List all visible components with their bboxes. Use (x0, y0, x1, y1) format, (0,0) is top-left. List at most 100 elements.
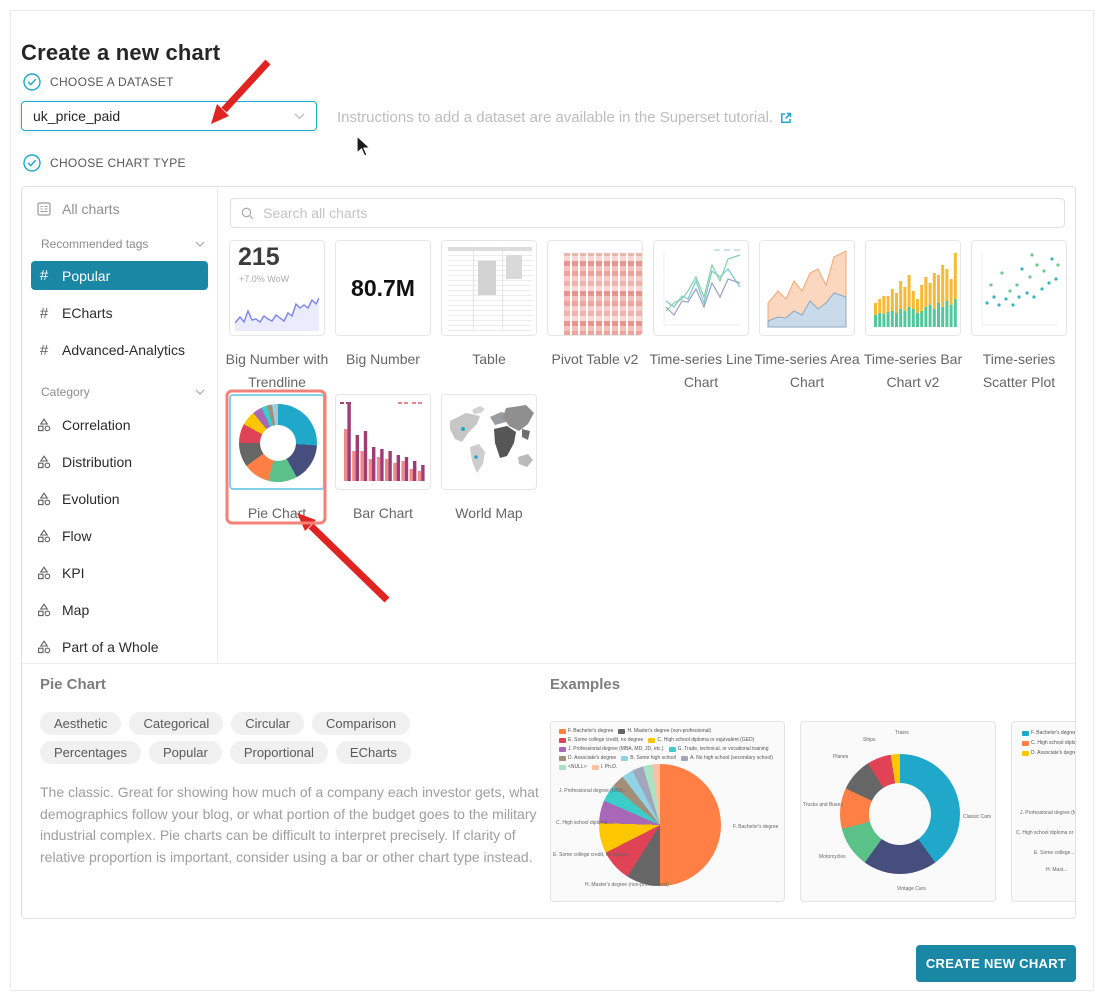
page-title: Create a new chart (21, 39, 221, 65)
sidebar-item-kpi[interactable]: KPI (31, 559, 208, 587)
details-title: Pie Chart (40, 676, 106, 693)
sidebar-item-evolution[interactable]: Evolution (31, 485, 208, 513)
chart-type-sidebar: All charts Recommended tags Popular ECha… (22, 187, 218, 663)
tag-pill: Percentages (40, 741, 141, 764)
chart-card-ts-line[interactable]: Time-series Line Chart (650, 240, 752, 394)
example-donut-graphic (840, 754, 960, 874)
chart-card-ts-area[interactable]: Time-series Area Chart (754, 240, 860, 394)
choose-dataset-step: CHOOSE A DATASET (23, 73, 174, 91)
sidebar-item-correlation[interactable]: Correlation (31, 411, 208, 439)
check-circle-icon (23, 154, 41, 172)
chart-cards-row-1: 215 +7.0% WoW Big Number with Trendline … (226, 240, 1067, 394)
chart-type-label: Time-series Bar Chart v2 (863, 351, 963, 390)
sidebar-item-distribution[interactable]: Distribution (31, 448, 208, 476)
chevron-down-icon (294, 113, 305, 119)
sidebar-item-label: Evolution (62, 491, 120, 507)
category-icon (38, 529, 51, 543)
hash-icon (37, 305, 51, 322)
chart-card-table[interactable]: Table (441, 240, 537, 394)
sidebar-item-label: Correlation (62, 417, 131, 433)
chart-card-bar-chart[interactable]: Bar Chart (335, 394, 431, 525)
choose-chart-type-step: CHOOSE CHART TYPE (23, 154, 186, 172)
details-description: The classic. Great for showing how much … (40, 784, 539, 865)
chart-type-label: Pie Chart (247, 505, 307, 521)
examples-title: Examples (550, 676, 621, 693)
search-input[interactable] (261, 204, 1064, 222)
chart-card-pie-chart[interactable]: Pie Chart (229, 394, 325, 525)
example-pie-graphic (599, 764, 721, 886)
sidebar-item-label: Flow (62, 528, 92, 544)
sidebar-item-label: Map (62, 602, 90, 618)
external-link-icon[interactable] (779, 111, 793, 125)
dataset-select-value: uk_price_paid (33, 108, 121, 124)
chart-type-label: World Map (455, 505, 523, 521)
sidebar-item-advanced-analytics[interactable]: Advanced-Analytics (31, 336, 208, 364)
tag-pill: Aesthetic (40, 712, 122, 735)
tag-pill: Comparison (312, 712, 411, 735)
thumb-trend-text: +7.0% WoW (239, 274, 290, 284)
pie-chart-graphic (239, 404, 317, 482)
sidebar-item-flow[interactable]: Flow (31, 522, 208, 550)
category-header[interactable]: Category (41, 382, 205, 402)
chart-type-label: Table (472, 351, 506, 367)
gallery-icon (37, 202, 51, 216)
sidebar-item-echarts[interactable]: ECharts (31, 299, 208, 327)
tag-pill: Categorical (129, 712, 224, 735)
chart-type-label: Pivot Table v2 (551, 351, 639, 367)
sidebar-item-label: Advanced-Analytics (62, 342, 185, 358)
chart-thumbnail (441, 394, 537, 490)
chart-search (230, 198, 1065, 228)
dataset-instructions: Instructions to add a dataset are availa… (337, 109, 793, 126)
example-image-3: F. Bachelor's degree C. High school dipl… (1011, 721, 1075, 902)
chart-card-big-number-trendline[interactable]: 215 +7.0% WoW Big Number with Trendline (226, 240, 328, 394)
thumb-big-number: 80.7M (351, 274, 415, 301)
chart-thumbnail (441, 240, 537, 336)
area-chart-graphic (767, 250, 847, 328)
hash-icon (37, 342, 51, 359)
sidebar-item-map[interactable]: Map (31, 596, 208, 624)
chart-type-label: Big Number with Trendline (225, 351, 329, 390)
chart-thumbnail (865, 240, 961, 336)
hash-icon (37, 267, 51, 284)
sidebar-item-label: KPI (62, 565, 85, 581)
chart-type-label: Time-series Area Chart (754, 351, 860, 390)
bar-chart-graphic (874, 253, 957, 327)
chart-type-label: Big Number (346, 351, 420, 367)
chart-card-ts-scatter[interactable]: Time-series Scatter Plot (971, 240, 1067, 394)
chart-card-big-number[interactable]: 80.7M Big Number (335, 240, 431, 394)
chart-card-ts-bar[interactable]: Time-series Bar Chart v2 (864, 240, 962, 394)
world-map-graphic (450, 405, 534, 473)
category-icon (38, 492, 51, 506)
details-tags: Aesthetic Categorical Circular Compariso… (40, 712, 500, 764)
sidebar-item-label: ECharts (62, 305, 113, 321)
sidebar-item-all-charts[interactable]: All charts (31, 195, 208, 223)
sidebar-item-label: All charts (62, 201, 120, 217)
chart-card-pivot-table[interactable]: Pivot Table v2 (547, 240, 643, 394)
example-image-2: Trains Ships Planes Trucks and Buses Mot… (800, 721, 996, 902)
chart-thumbnail-selected (229, 394, 325, 490)
create-new-chart-button[interactable]: CREATE NEW CHART (916, 945, 1076, 982)
sidebar-item-popular[interactable]: Popular (31, 261, 208, 290)
chevron-down-icon (195, 241, 205, 247)
thumb-big-number: 215 (238, 243, 280, 271)
chart-card-world-map[interactable]: World Map (441, 394, 537, 525)
chart-type-label: Time-series Scatter Plot (982, 351, 1056, 390)
check-circle-icon (23, 73, 41, 91)
chevron-down-icon (195, 389, 205, 395)
choose-dataset-label: CHOOSE A DATASET (50, 75, 174, 89)
bar-chart-graphic (340, 402, 425, 481)
example-3-legend: F. Bachelor's degree C. High school dipl… (1022, 730, 1075, 757)
example-1-legend: F. Bachelor's degree H. Master's degree … (559, 728, 783, 771)
dataset-instructions-text: Instructions to add a dataset are availa… (337, 109, 774, 126)
sidebar-item-part-of-a-whole[interactable]: Part of a Whole (31, 633, 208, 661)
line-chart-graphic (663, 249, 741, 326)
dataset-select[interactable]: uk_price_paid (21, 101, 317, 131)
recommended-tags-header[interactable]: Recommended tags (41, 234, 205, 254)
chart-thumbnail (547, 240, 643, 336)
chart-type-label: Bar Chart (353, 505, 413, 521)
tag-pill: Popular (149, 741, 222, 764)
chart-thumbnail (335, 394, 431, 490)
chart-thumbnail (759, 240, 855, 336)
chart-type-panel: All charts Recommended tags Popular ECha… (21, 186, 1076, 919)
